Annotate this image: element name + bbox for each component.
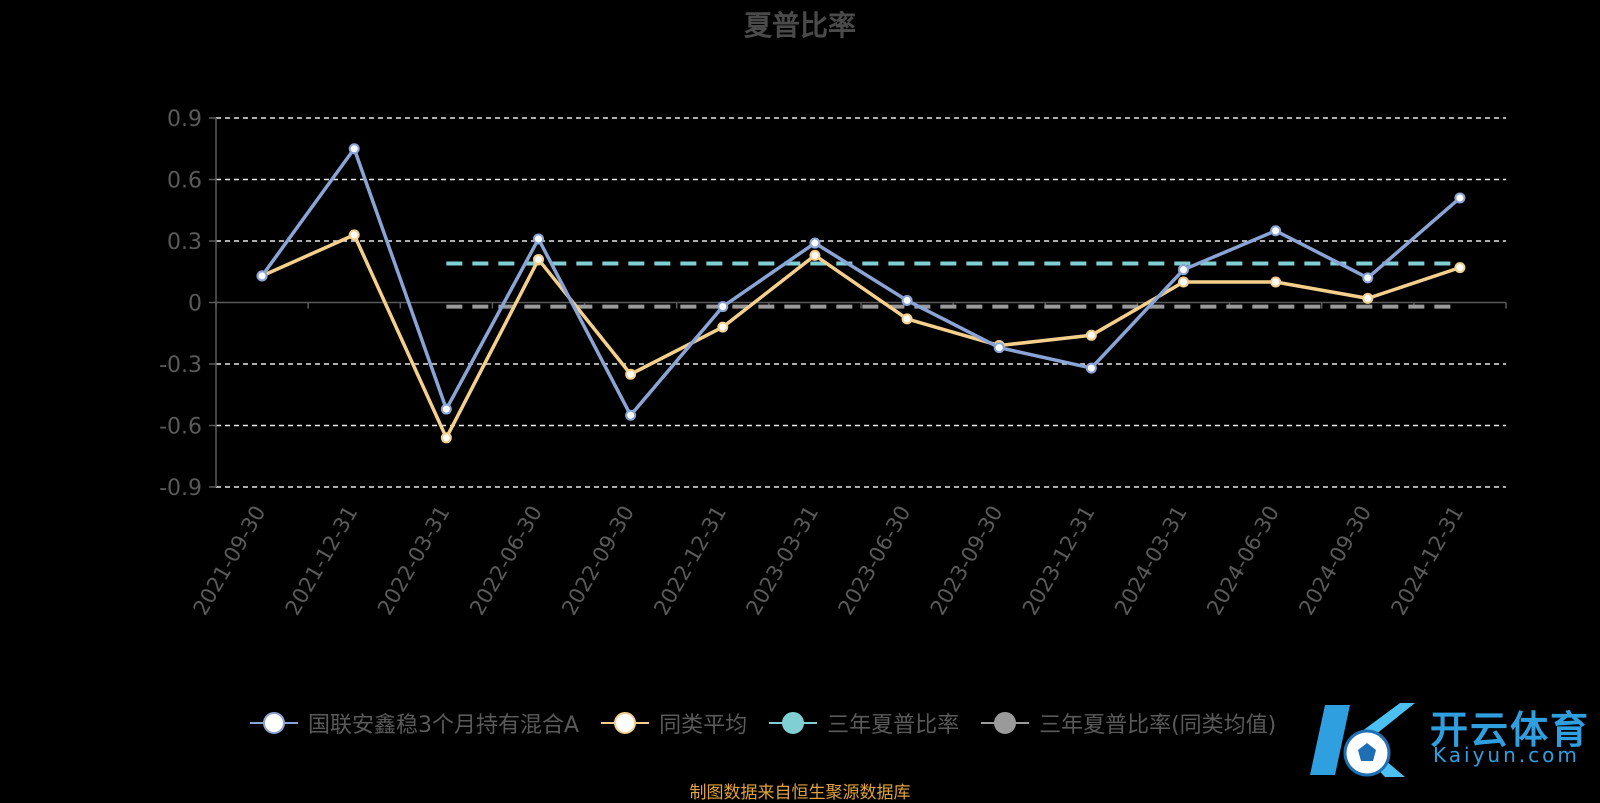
chart-title: 夏普比率	[743, 9, 856, 42]
kaiyun-logo-mark-icon	[1310, 703, 1415, 777]
x-tick-label: 2024-06-30	[1202, 502, 1284, 620]
source-note: 制图数据来自恒生聚源数据库	[689, 783, 911, 803]
legend-item-fund[interactable]: 国联安鑫稳3个月持有混合A	[250, 707, 579, 739]
series-point	[1454, 262, 1466, 274]
y-tick-label: -0.9	[159, 476, 202, 501]
series-point	[1178, 276, 1189, 288]
x-tick-label: 2022-06-30	[465, 502, 547, 620]
y-tick-label: 0.6	[167, 169, 202, 194]
series-point	[717, 321, 729, 333]
series-point	[1085, 362, 1097, 374]
x-tick-label: 2023-09-30	[926, 502, 1008, 620]
series-point	[1454, 192, 1466, 204]
x-tick-label: 2022-12-31	[649, 502, 731, 620]
x-tick-label: 2023-12-31	[1018, 502, 1100, 620]
legend-three-year-mean-symbol-icon	[981, 711, 1030, 735]
legend-fund-symbol-icon	[250, 711, 298, 735]
legend-fund-label: 国联安鑫稳3个月持有混合A	[308, 713, 580, 738]
series-point	[993, 342, 1005, 354]
x-tick-label: 2023-03-31	[741, 502, 823, 620]
kaiyun-logo: 开云体育 Kaiyun.com	[1305, 695, 1595, 785]
x-tick-label: 2021-12-31	[281, 502, 363, 620]
series-point	[1270, 276, 1282, 288]
logo-english-text: Kaiyun.com	[1433, 743, 1580, 767]
series-point	[625, 368, 637, 380]
series-point	[901, 313, 913, 325]
series-point	[1270, 225, 1282, 237]
legend-three-year-mean-label: 三年夏普比率(同类均值)	[1039, 713, 1277, 738]
series-point	[1085, 329, 1097, 341]
legend-average-label: 同类平均	[659, 713, 748, 738]
series-point	[901, 294, 913, 306]
x-tick-label: 2024-12-31	[1386, 502, 1468, 620]
y-tick-label: -0.6	[159, 415, 202, 440]
series-point	[348, 229, 360, 241]
series-point	[440, 403, 452, 415]
series-point	[809, 237, 821, 249]
series-point	[1362, 272, 1374, 284]
legend-three-year-symbol-icon	[769, 711, 818, 735]
legend-item-three-year-sharpe-category-mean[interactable]: 三年夏普比率(同类均值)	[981, 707, 1276, 739]
legend-item-category-average[interactable]: 同类平均	[601, 707, 747, 739]
series-line	[261, 233, 1461, 440]
x-tick-label: 2024-09-30	[1294, 502, 1376, 620]
legend-three-year-label: 三年夏普比率	[827, 713, 960, 738]
logo-chinese-text: 开云体育	[1430, 708, 1591, 752]
series-point	[717, 301, 729, 313]
legend-item-three-year-sharpe[interactable]: 三年夏普比率	[769, 707, 959, 739]
legend-average-symbol-icon	[601, 711, 650, 735]
x-tick-label: 2024-03-31	[1110, 502, 1192, 620]
series-point	[533, 253, 544, 265]
series-point	[809, 249, 821, 261]
series-point	[256, 270, 268, 282]
x-tick-label: 2021-09-30	[189, 502, 271, 620]
series-line	[260, 147, 1462, 417]
series-point	[533, 233, 544, 245]
series-point	[440, 432, 452, 444]
series-point	[1362, 292, 1374, 304]
y-tick-label: 0.3	[167, 230, 202, 255]
y-tick-label: -0.3	[159, 353, 202, 378]
series-point	[1178, 264, 1189, 276]
y-tick-label: 0.9	[167, 107, 202, 132]
chart-legend: 国联安鑫稳3个月持有混合A 同类平均 三年夏普比率 三年夏普比率(同类均值)	[250, 705, 1298, 741]
series-point	[625, 409, 637, 421]
x-tick-label: 2022-09-30	[557, 502, 639, 620]
x-tick-label: 2023-06-30	[834, 502, 916, 620]
series-point	[348, 143, 360, 155]
y-tick-label: 0	[188, 292, 202, 317]
x-tick-label: 2022-03-31	[373, 502, 455, 620]
